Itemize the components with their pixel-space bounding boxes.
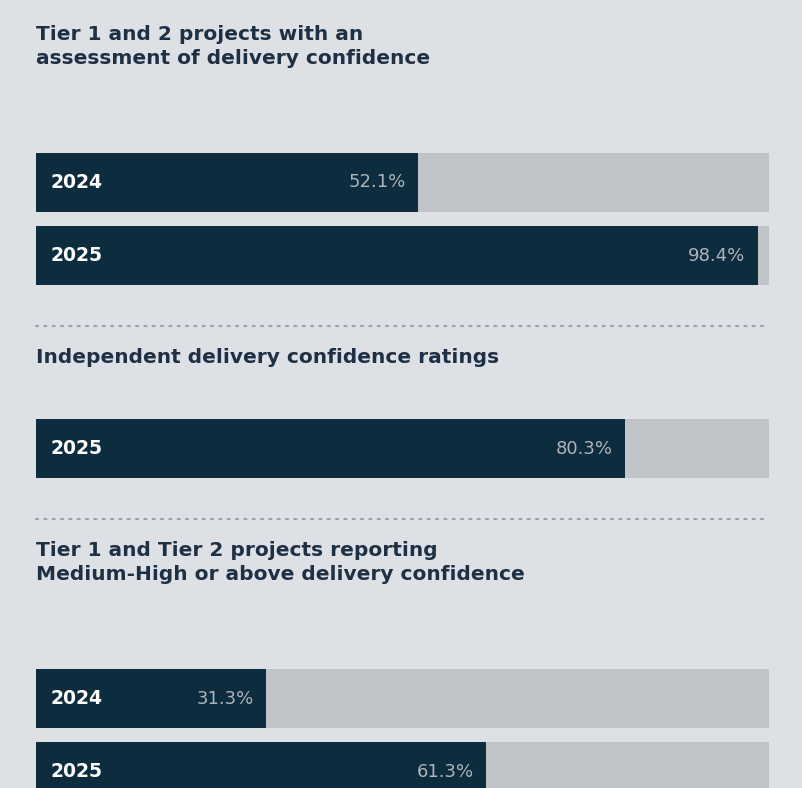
Bar (36, 742, 768, 788)
Bar (36, 669, 265, 728)
Text: 2025: 2025 (51, 762, 103, 782)
Bar (36, 669, 768, 728)
Bar (36, 419, 768, 478)
Text: 80.3%: 80.3% (555, 440, 612, 458)
Text: 52.1%: 52.1% (348, 173, 406, 191)
Bar (36, 226, 768, 285)
Text: 61.3%: 61.3% (416, 763, 473, 781)
Bar (36, 742, 485, 788)
Text: 2025: 2025 (51, 246, 103, 266)
Text: 98.4%: 98.4% (687, 247, 744, 265)
Bar (36, 153, 768, 212)
Bar (36, 419, 624, 478)
Text: Tier 1 and Tier 2 projects reporting
Medium-High or above delivery confidence: Tier 1 and Tier 2 projects reporting Med… (36, 541, 525, 584)
Text: Independent delivery confidence ratings: Independent delivery confidence ratings (36, 348, 499, 367)
Text: 31.3%: 31.3% (196, 690, 253, 708)
Bar (36, 153, 418, 212)
Text: 2024: 2024 (51, 689, 103, 708)
Bar (36, 226, 756, 285)
Text: 2024: 2024 (51, 173, 103, 192)
Text: Tier 1 and 2 projects with an
assessment of delivery confidence: Tier 1 and 2 projects with an assessment… (36, 25, 430, 68)
Text: 2025: 2025 (51, 439, 103, 459)
